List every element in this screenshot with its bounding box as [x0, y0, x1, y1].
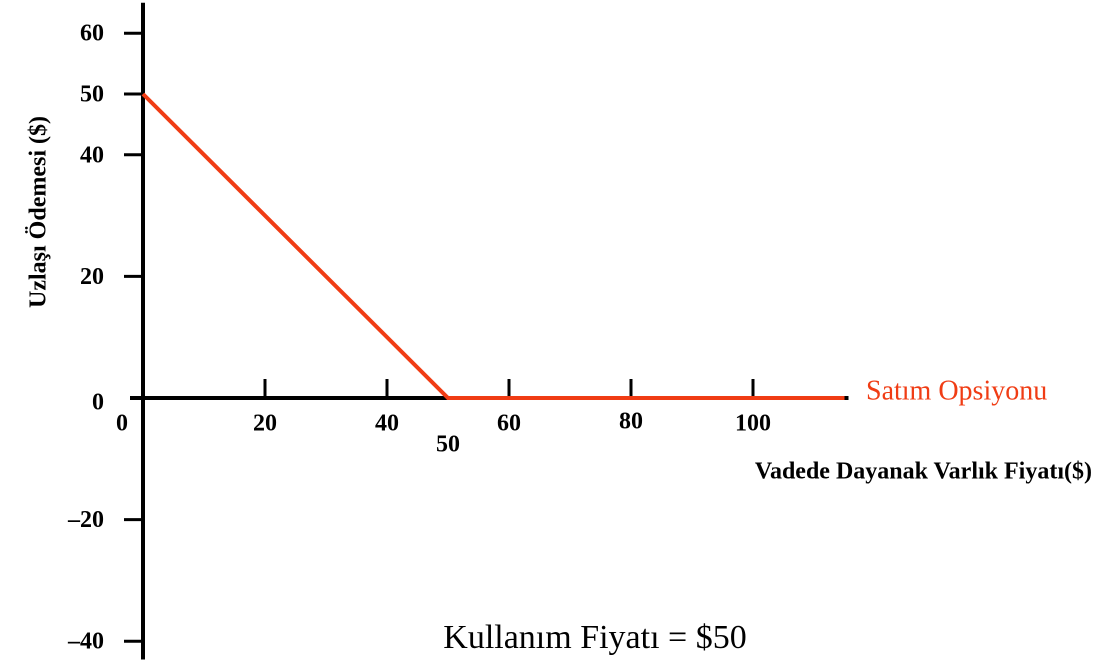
x-axis-label: Vadede Dayanak Varlık Fiyatı($) — [755, 459, 1092, 485]
x-tick-label: 100 — [735, 411, 771, 437]
y-tick-label: 40 — [80, 142, 104, 168]
annotation: Kullanım Fiyatı = $50 — [443, 619, 746, 656]
y-tick-label: –20 — [67, 507, 104, 533]
x-tick-label: 50 — [436, 432, 460, 458]
x-tick-label: 40 — [375, 411, 399, 437]
x-tick-label: 20 — [253, 411, 277, 437]
x-tick-label: 60 — [497, 411, 521, 437]
y-tick-label: 0 — [92, 390, 104, 416]
y-tick-label: 50 — [80, 82, 104, 108]
series-line — [141, 92, 845, 400]
legend-label: Satım Opsiyonu — [866, 375, 1047, 406]
x-tick-label: 0 — [116, 411, 128, 437]
y-tick-label: –40 — [67, 629, 104, 655]
y-tick-label: 20 — [80, 264, 104, 290]
x-tick-label: 80 — [619, 409, 643, 435]
y-tick-label: 60 — [80, 21, 104, 47]
y-axis-label: Uzlaşı Ödemesi ($) — [26, 116, 52, 308]
